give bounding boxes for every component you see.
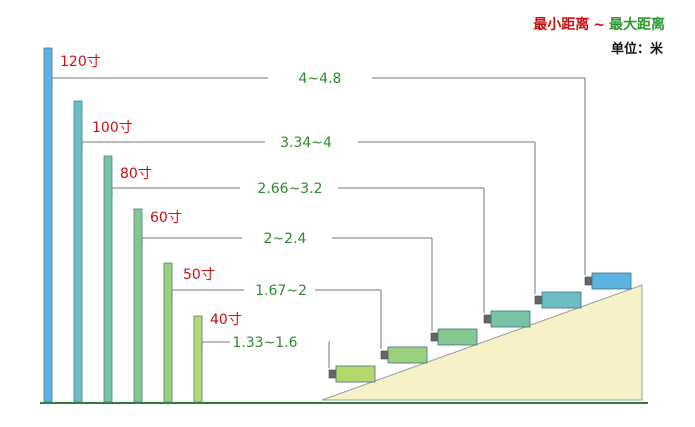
screen-bar-2 xyxy=(104,156,112,402)
projector-body-0 xyxy=(592,273,631,289)
screen-bar-1 xyxy=(74,101,82,402)
screen-bar-3 xyxy=(134,209,142,402)
screen-size-label-2: 80寸 xyxy=(120,166,152,182)
projector-lens-3 xyxy=(431,333,438,341)
projector-body-2 xyxy=(491,311,530,327)
projector-lens-5 xyxy=(329,370,336,378)
projector-body-5 xyxy=(336,366,375,382)
projector-body-4 xyxy=(388,347,427,363)
screen-size-label-5: 40寸 xyxy=(210,312,242,328)
projector-body-3 xyxy=(438,329,477,345)
labels: 120寸 4~4.8 100寸 3.34~4 80寸 2.66~3.2 60寸 2~2.4 50… xyxy=(60,54,341,351)
distance-range-label-3: 2~2.4 xyxy=(264,231,307,247)
distance-range-label-4: 1.67~2 xyxy=(255,283,307,299)
screen-size-label-1: 100寸 xyxy=(92,120,133,136)
projector-lens-2 xyxy=(484,315,491,323)
projector-lens-4 xyxy=(381,351,388,359)
screen-bar-0 xyxy=(44,48,52,402)
screen-size-label-3: 60寸 xyxy=(150,210,182,226)
screen-size-label-4: 50寸 xyxy=(183,267,215,283)
distance-range-label-5: 1.33~1.6 xyxy=(232,335,297,351)
distance-range-label-0: 4~4.8 xyxy=(299,71,342,87)
distance-range-label-2: 2.66~3.2 xyxy=(257,181,322,197)
screen-size-label-0: 120寸 xyxy=(60,54,101,70)
ramp xyxy=(322,285,642,400)
distance-range-label-1: 3.34~4 xyxy=(280,135,332,151)
projector-lens-1 xyxy=(535,296,542,304)
projector-body-1 xyxy=(542,292,581,308)
screen-bar-4 xyxy=(164,263,172,402)
screen-bar-5 xyxy=(194,316,202,402)
projector-lens-0 xyxy=(585,277,592,285)
